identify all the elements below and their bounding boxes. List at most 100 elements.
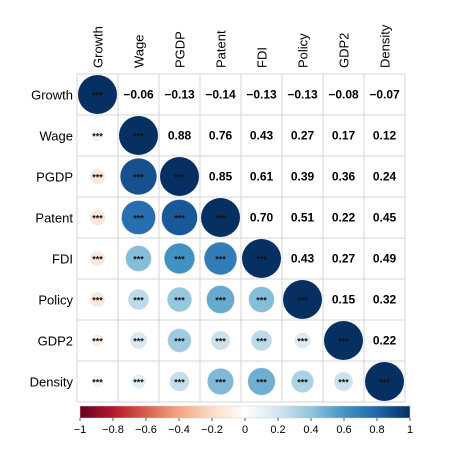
significance-label: ***	[215, 378, 226, 388]
significance-label: ***	[133, 337, 144, 347]
coefficient-label: 0.61	[250, 170, 274, 184]
row-label: Policy	[38, 293, 73, 308]
colorbar-tick-label: 0.6	[336, 424, 351, 436]
row-label: Wage	[40, 129, 73, 144]
significance-label: ***	[379, 378, 390, 388]
significance-label: ***	[92, 132, 103, 142]
correlation-circle	[294, 332, 311, 349]
colorbar-gradient	[79, 405, 411, 419]
significance-label: ***	[297, 378, 308, 388]
coefficient-label: −0.14	[205, 88, 236, 102]
column-labels: Growth Wage PGDP Patent FDI Policy GDP2 Density	[91, 24, 393, 68]
row-label: Patent	[35, 211, 73, 226]
colorbar-tick-label: 0.8	[369, 424, 384, 436]
correlation-circle	[160, 157, 199, 196]
significance-label: ***	[92, 214, 103, 224]
column-label: FDI	[255, 47, 270, 68]
correlation-circle	[203, 241, 238, 276]
colorbar-tick-label: −1	[74, 424, 87, 436]
significance-label: ***	[215, 214, 226, 224]
significance-label: ***	[256, 296, 267, 306]
column-label: GDP2	[337, 33, 352, 68]
coefficient-label: −0.13	[287, 88, 318, 102]
coefficient-label: 0.45	[373, 211, 397, 225]
significance-label: ***	[256, 255, 267, 265]
coefficient-label: 0.85	[209, 170, 233, 184]
correlation-circle	[91, 334, 104, 347]
significance-label: ***	[174, 255, 185, 265]
coefficient-label: −0.13	[246, 88, 277, 102]
significance-label: ***	[92, 296, 103, 306]
row-label: GDP2	[38, 334, 73, 349]
correlation-circle	[201, 198, 240, 237]
correlation-circle	[161, 199, 198, 236]
significance-label: ***	[133, 214, 144, 224]
significance-label: ***	[92, 173, 103, 183]
correlation-circle	[90, 292, 105, 307]
coefficient-label: −0.06	[123, 88, 154, 102]
coefficient-label: 0.43	[250, 129, 274, 143]
significance-label: ***	[338, 337, 349, 347]
correlation-circle	[128, 289, 149, 310]
correlation-circle	[90, 251, 105, 266]
grid	[76, 73, 406, 403]
correlation-circle	[125, 245, 152, 272]
significance-label: ***	[92, 378, 103, 388]
colorbar: −1 −0.8 −0.6 −0.4 −0.2 0 0.2 0.4 0.6 0.8 1	[74, 405, 413, 436]
significance-label: ***	[133, 296, 144, 306]
coefficient-label: 0.43	[291, 252, 315, 266]
row-label: Growth	[31, 88, 73, 103]
correlation-circle	[120, 158, 157, 195]
correlation-circle	[211, 331, 230, 350]
coefficient-label: −0.07	[369, 88, 400, 102]
colorbar-tick-label: −0.6	[135, 424, 157, 436]
correlation-circle	[365, 362, 404, 401]
significance-label: ***	[174, 214, 185, 224]
significance-label: ***	[215, 255, 226, 265]
significance-label: ***	[338, 378, 349, 388]
correlation-circle	[242, 239, 281, 278]
colorbar-tick-label: −0.8	[102, 424, 124, 436]
significance-label: ***	[133, 132, 144, 142]
colorbar-tick-label: 0.2	[270, 424, 285, 436]
coefficient-label: 0.24	[373, 170, 397, 184]
row-labels: Growth Wage PGDP Patent FDI Policy GDP2 Density	[30, 88, 74, 390]
coefficient-label: 0.27	[332, 252, 356, 266]
column-label: Policy	[296, 33, 311, 68]
significance-label: ***	[297, 337, 308, 347]
column-label: PGDP	[173, 31, 188, 68]
coefficient-label: 0.15	[332, 293, 356, 307]
coefficient-label: 0.76	[209, 129, 233, 143]
significance-label: ***	[133, 173, 144, 183]
significance-label: ***	[133, 255, 144, 265]
significance-label: ***	[256, 378, 267, 388]
correlation-circle	[92, 376, 103, 387]
coefficient-label: 0.27	[291, 129, 315, 143]
cells: *** −0.06 −0.13 −0.14 −0.13 −0.13 −0.08 −0.07 **…	[78, 75, 404, 401]
correlation-circle	[130, 332, 147, 349]
coefficient-label: 0.51	[291, 211, 315, 225]
significance-label: ***	[215, 337, 226, 347]
correlation-circle	[248, 286, 275, 313]
significance-label: ***	[174, 173, 185, 183]
coefficient-label: 0.36	[332, 170, 356, 184]
coefficient-label: 0.49	[373, 252, 397, 266]
row-label: FDI	[52, 252, 73, 267]
row-label: Density	[30, 375, 74, 390]
coefficient-label: 0.39	[291, 170, 315, 184]
significance-label: ***	[92, 91, 103, 101]
coefficient-label: −0.13	[164, 88, 195, 102]
significance-label: ***	[215, 296, 226, 306]
significance-label: ***	[174, 296, 185, 306]
coefficient-label: 0.17	[332, 129, 356, 143]
correlation-circle	[291, 370, 314, 393]
colorbar-tick-label: −0.4	[168, 424, 190, 436]
significance-label: ***	[174, 378, 185, 388]
correlation-circle	[90, 210, 105, 225]
colorbar-tick-label: 0.4	[303, 424, 318, 436]
correlation-circle	[251, 330, 272, 351]
correlation-circle	[92, 130, 103, 141]
significance-label: ***	[92, 255, 103, 265]
coefficient-label: 0.22	[332, 211, 356, 225]
